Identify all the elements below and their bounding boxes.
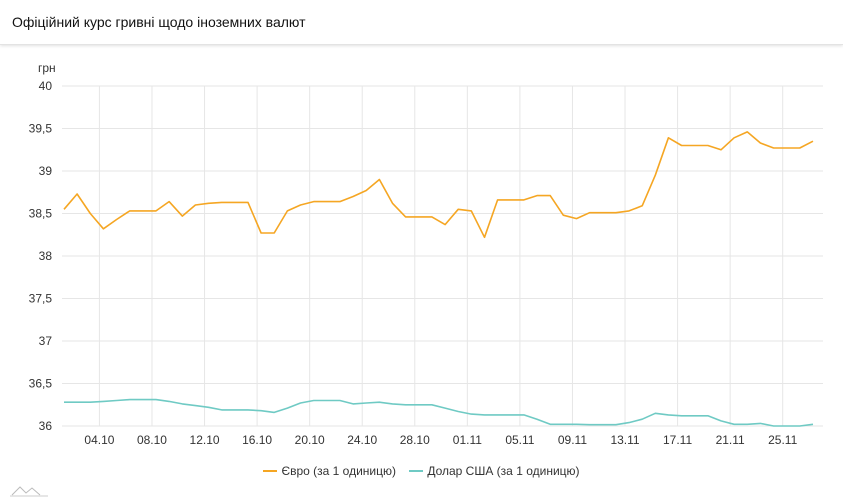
x-tick-label: 24.10 <box>347 433 377 447</box>
y-tick-label: 36 <box>39 419 53 433</box>
y-tick-label: 39 <box>39 164 53 178</box>
chart-logo-icon <box>10 486 48 497</box>
series-line-usd <box>64 398 814 427</box>
y-tick-label: 38,5 <box>29 207 53 221</box>
header-bar: Офіційний курс гривні щодо іноземних вал… <box>0 0 843 45</box>
x-tick-label: 09.11 <box>558 433 587 447</box>
y-tick-label: 36,5 <box>29 377 53 391</box>
y-tick-label: 38 <box>39 249 53 263</box>
x-tick-label: 01.11 <box>453 433 482 447</box>
y-tick-label: 37 <box>39 334 53 348</box>
legend-swatch <box>409 470 424 472</box>
x-tick-label: 05.11 <box>505 433 534 447</box>
x-tick-label: 13.11 <box>610 433 639 447</box>
x-tick-label: 20.10 <box>295 433 325 447</box>
x-tick-label: 16.10 <box>242 433 272 447</box>
legend-item-euro[interactable]: Євро (за 1 одиницю) <box>263 464 396 478</box>
y-axis-label: грн <box>38 61 56 75</box>
x-tick-label: 08.10 <box>137 433 167 447</box>
x-tick-label: 04.10 <box>84 433 114 447</box>
page-title: Офіційний курс гривні щодо іноземних вал… <box>12 14 306 30</box>
x-tick-label: 25.11 <box>768 433 797 447</box>
x-tick-label: 21.11 <box>716 433 745 447</box>
y-tick-label: 37,5 <box>29 292 53 306</box>
y-tick-label: 39,5 <box>29 122 53 136</box>
x-tick-label: 17.11 <box>663 433 692 447</box>
legend-label: Євро (за 1 одиницю) <box>281 464 396 478</box>
legend-swatch <box>263 470 278 472</box>
legend-item-usd[interactable]: Долар США (за 1 одиницю) <box>409 464 580 478</box>
legend: Євро (за 1 одиницю) Долар США (за 1 один… <box>0 461 843 478</box>
x-tick-label: 12.10 <box>190 433 220 447</box>
y-tick-label: 40 <box>39 79 53 93</box>
series-line-euro <box>63 131 814 239</box>
x-tick-label: 28.10 <box>400 433 430 447</box>
legend-label: Долар США (за 1 одиницю) <box>427 464 580 478</box>
